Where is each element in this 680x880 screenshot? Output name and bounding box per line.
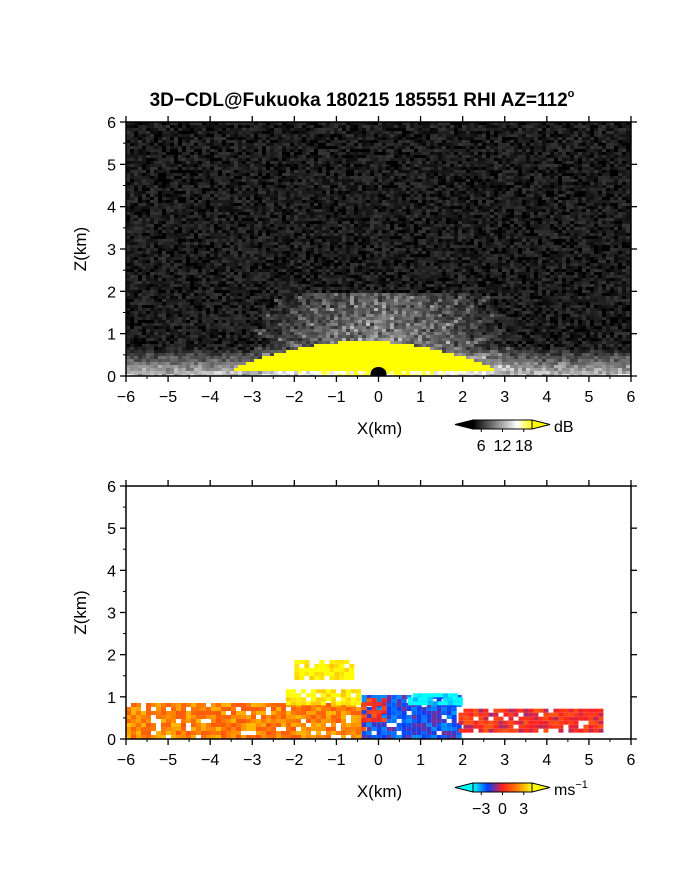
- x-tick-label: 2: [458, 752, 467, 769]
- y-tick-label: 4: [107, 563, 116, 580]
- velocity-region: [294, 659, 355, 680]
- x-tick-label: 4: [542, 389, 551, 406]
- colorbar-gradient: [472, 419, 533, 430]
- figure-title: 3D−CDL@Fukuoka 180215 185551 RHI AZ=112o: [150, 88, 575, 111]
- colorbar-tick-label: 3: [519, 801, 528, 818]
- y-tick-label: 4: [107, 200, 116, 217]
- axis-ticks: −6 −5 −4 −3 −2 −1 0 1 2 3 4 5 6 0 1 2 3 4 5 6: [107, 115, 637, 406]
- x-tick-label: −2: [285, 752, 303, 769]
- x-tick-label: 3: [500, 389, 509, 406]
- x-tick-label: −5: [159, 752, 177, 769]
- colorbar-unit-text: dB: [554, 419, 574, 436]
- y-tick-label: 0: [107, 732, 116, 749]
- colorbar-unit: ms−1: [554, 779, 588, 799]
- colorbar: −3 0 3 ms−1: [454, 779, 588, 818]
- velocity-region: [361, 698, 387, 723]
- x-axis-label: X(km): [357, 782, 402, 801]
- x-tick-label: 5: [584, 389, 593, 406]
- plot-area: [126, 486, 631, 739]
- title-superscript: o: [568, 88, 575, 100]
- x-tick-label: 4: [542, 752, 551, 769]
- x-tick-label: −1: [327, 389, 345, 406]
- velocity-region: [458, 708, 604, 733]
- x-tick-label: −3: [243, 389, 261, 406]
- colorbar: 6 12 18 dB: [454, 419, 574, 455]
- x-tick-label: −6: [117, 389, 135, 406]
- velocity-region: [407, 693, 463, 706]
- colorbar-tick-label: −3: [472, 801, 490, 818]
- colorbar-tick-label: 18: [515, 438, 533, 455]
- y-tick-label: 5: [107, 521, 116, 538]
- x-tick-label: 1: [416, 389, 425, 406]
- colorbar-gradient: [472, 782, 533, 793]
- y-tick-label: 1: [107, 327, 116, 344]
- colorbar-high-arrow: [531, 419, 551, 430]
- title-text: 3D−CDL@Fukuoka 180215 185551 RHI AZ=112: [150, 90, 568, 111]
- x-tick-label: 0: [374, 389, 383, 406]
- x-tick-label: 1: [416, 752, 425, 769]
- axis-ticks: −6 −5 −4 −3 −2 −1 0 1 2 3 4 5 6 0 1 2 3 4 5 6: [107, 479, 637, 769]
- colorbar-low-arrow: [454, 782, 474, 793]
- y-axis-label: Z(km): [71, 227, 90, 271]
- y-tick-label: 0: [107, 369, 116, 386]
- colorbar-unit-superscript: −1: [575, 779, 588, 791]
- colorbar-tick-label: 6: [477, 438, 486, 455]
- y-tick-label: 6: [107, 115, 116, 132]
- x-tick-label: −3: [243, 752, 261, 769]
- x-tick-label: −2: [285, 389, 303, 406]
- x-tick-label: 2: [458, 389, 467, 406]
- y-tick-label: 2: [107, 648, 116, 665]
- y-tick-label: 6: [107, 479, 116, 496]
- colorbar-tick-label: 12: [494, 438, 512, 455]
- x-axis-label: X(km): [357, 419, 402, 438]
- x-tick-label: 0: [374, 752, 383, 769]
- x-tick-label: 6: [627, 389, 636, 406]
- y-tick-label: 5: [107, 157, 116, 174]
- x-tick-label: −1: [327, 752, 345, 769]
- x-tick-label: −4: [201, 389, 219, 406]
- colorbar-unit: dB: [554, 419, 574, 436]
- y-tick-label: 3: [107, 242, 116, 259]
- y-tick-label: 2: [107, 284, 116, 301]
- x-tick-label: −5: [159, 389, 177, 406]
- lidar-site-marker: [370, 367, 387, 376]
- x-tick-label: 6: [627, 752, 636, 769]
- colorbar-unit-text: ms: [554, 782, 575, 799]
- x-tick-label: 3: [500, 752, 509, 769]
- y-tick-label: 1: [107, 690, 116, 707]
- plot-area: [126, 122, 631, 376]
- x-tick-label: −4: [201, 752, 219, 769]
- y-tick-label: 3: [107, 606, 116, 623]
- y-axis-label: Z(km): [71, 590, 90, 634]
- colorbar-low-arrow: [454, 419, 474, 430]
- colorbar-high-arrow: [531, 782, 551, 793]
- x-tick-label: 5: [584, 752, 593, 769]
- x-tick-label: −6: [117, 752, 135, 769]
- velocity-region: [285, 689, 361, 706]
- colorbar-tick-label: 0: [498, 801, 507, 818]
